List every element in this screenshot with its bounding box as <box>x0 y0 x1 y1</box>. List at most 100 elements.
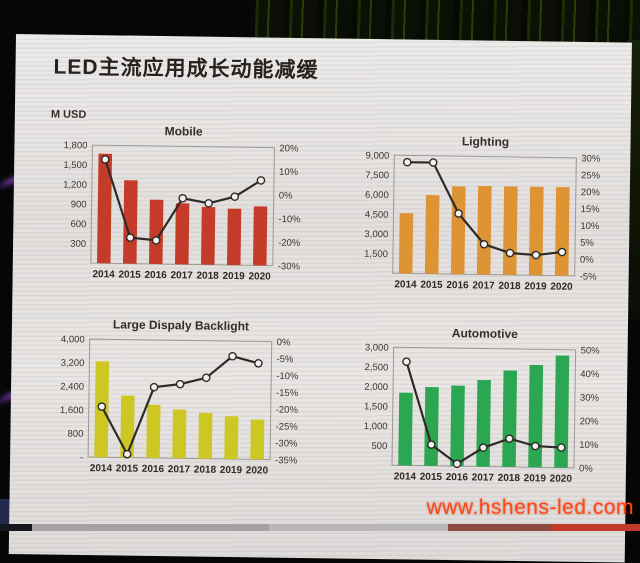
right-axis-tick: 0% <box>277 337 291 348</box>
right-axis-tick: 10% <box>279 167 299 178</box>
left-axis-tick: 4,000 <box>61 334 85 345</box>
bar <box>172 409 187 459</box>
left-axis-tick: 3,200 <box>61 358 85 369</box>
bar <box>120 395 135 458</box>
data-point-marker <box>428 158 438 167</box>
left-axis-tick: 1,800 <box>64 140 88 151</box>
data-point-marker <box>228 351 237 361</box>
left-axis-tick: 2,500 <box>365 362 389 373</box>
axis-unit-label: M USD <box>50 108 87 121</box>
bar <box>252 206 268 266</box>
right-axis-tick: -5% <box>276 354 294 365</box>
bar <box>528 364 544 468</box>
right-axis-tick: -10% <box>276 371 299 382</box>
x-axis-tick: 2019 <box>524 473 547 484</box>
chart-large-display-backlight: Large Dispaly Backlight 4,000 3,200 2,400 1,… <box>32 314 336 490</box>
presentation-slide: LED主流应用成长动能减缓 M USD Mobile 1,800 1,500 1,20… <box>8 34 632 563</box>
data-point-marker <box>479 239 489 249</box>
bar <box>502 370 518 468</box>
bar <box>450 186 466 275</box>
bar <box>476 379 491 467</box>
data-point-marker <box>97 402 107 411</box>
x-axis-tick: 2019 <box>220 465 243 476</box>
bar <box>554 187 570 276</box>
left-axis-tick: 1,500 <box>63 160 87 171</box>
right-axis-tick: -15% <box>276 388 299 399</box>
right-axis-tick: 10% <box>579 440 599 451</box>
bar <box>398 213 414 274</box>
data-point-marker <box>478 443 488 452</box>
right-axis-tick: 0% <box>580 255 594 266</box>
bar <box>175 203 190 265</box>
x-axis-tick: 2015 <box>118 269 141 280</box>
slide-title: LED主流应用成长动能减缓 <box>53 55 319 83</box>
left-axis-tick: - <box>80 452 83 463</box>
data-point-marker <box>530 441 540 451</box>
left-axis-tick: 2,400 <box>60 381 84 392</box>
left-axis-tick: 500 <box>371 441 387 452</box>
right-axis-tick: 20% <box>581 187 601 198</box>
chart-automotive: Automotive 3,000 2,500 2,000 1,500 1,000 500 50… <box>336 323 640 499</box>
data-point-marker <box>230 192 240 201</box>
data-point-marker <box>175 379 185 389</box>
bar <box>123 180 138 264</box>
left-axis-tick: 1,000 <box>364 421 388 432</box>
bar <box>224 416 239 460</box>
data-point-marker <box>204 199 213 208</box>
x-axis-tick: 2014 <box>90 463 113 474</box>
chart-svg: Mobile 1,800 1,500 1,200 900 600 300 20% 10% 0% -1… <box>63 124 301 283</box>
data-point-marker <box>402 157 412 167</box>
right-axis-tick: 20% <box>279 143 299 154</box>
data-point-marker <box>452 459 462 469</box>
x-axis-tick: 2017 <box>170 270 193 281</box>
right-axis-tick: -35% <box>275 455 298 466</box>
chart-title: Automotive <box>452 326 519 341</box>
left-axis-tick: 900 <box>71 199 87 210</box>
right-axis-tick: 30% <box>581 153 601 164</box>
chart-lighting: Lighting 9,000 7,500 6,000 4,500 3,000 1,500 30… <box>336 131 640 307</box>
x-axis-tick: 2014 <box>92 269 115 280</box>
right-axis-tick: 30% <box>580 393 600 404</box>
x-axis-tick: 2020 <box>248 271 271 282</box>
chart-svg: Automotive 3,000 2,500 2,000 1,500 1,000 500 50… <box>364 326 601 485</box>
left-axis-tick: 800 <box>67 429 83 440</box>
right-axis-tick: 40% <box>580 369 600 380</box>
x-axis-tick: 2014 <box>394 279 417 290</box>
bar <box>554 355 570 468</box>
bar <box>250 419 265 460</box>
x-axis-tick: 2019 <box>222 271 245 282</box>
right-axis-tick: 0% <box>579 463 593 474</box>
x-axis-tick: 2014 <box>394 471 417 482</box>
chart-svg: Lighting 9,000 7,500 6,000 4,500 3,000 1,500 30… <box>364 134 601 293</box>
data-point-marker <box>454 209 463 218</box>
data-point-marker <box>402 357 411 366</box>
chart-svg: Large Dispaly Backlight 4,000 3,200 2,400 1,… <box>60 317 299 476</box>
left-axis-tick: 3,000 <box>364 229 388 240</box>
x-axis-tick: 2018 <box>196 271 219 282</box>
x-axis-tick: 2015 <box>420 280 443 291</box>
data-point-marker <box>122 449 132 459</box>
watermark-url: www.hshens-led.com <box>426 496 634 519</box>
bar <box>97 153 113 264</box>
left-axis-tick: 1,500 <box>364 401 388 412</box>
data-point-marker <box>125 233 135 242</box>
data-point-marker <box>256 176 266 185</box>
bar <box>226 208 242 266</box>
data-point-marker <box>505 248 515 258</box>
right-axis-tick: -20% <box>278 238 301 249</box>
x-axis-tick: 2017 <box>472 280 495 291</box>
x-axis-tick: 2018 <box>498 281 521 292</box>
right-axis-tick: -20% <box>276 405 299 416</box>
x-axis-tick: 2018 <box>498 473 521 484</box>
data-point-marker <box>254 359 263 368</box>
right-axis-tick: 15% <box>581 204 601 215</box>
x-axis-tick: 2020 <box>550 473 573 484</box>
chart-title: Large Dispaly Backlight <box>113 317 249 333</box>
data-point-marker <box>100 155 110 164</box>
bar <box>502 186 518 276</box>
left-axis-tick: 1,500 <box>364 249 388 260</box>
data-point-marker <box>201 373 211 383</box>
left-axis-tick: 9,000 <box>365 150 389 161</box>
left-axis-tick: 7,500 <box>365 170 389 181</box>
x-axis-tick: 2015 <box>420 472 443 483</box>
